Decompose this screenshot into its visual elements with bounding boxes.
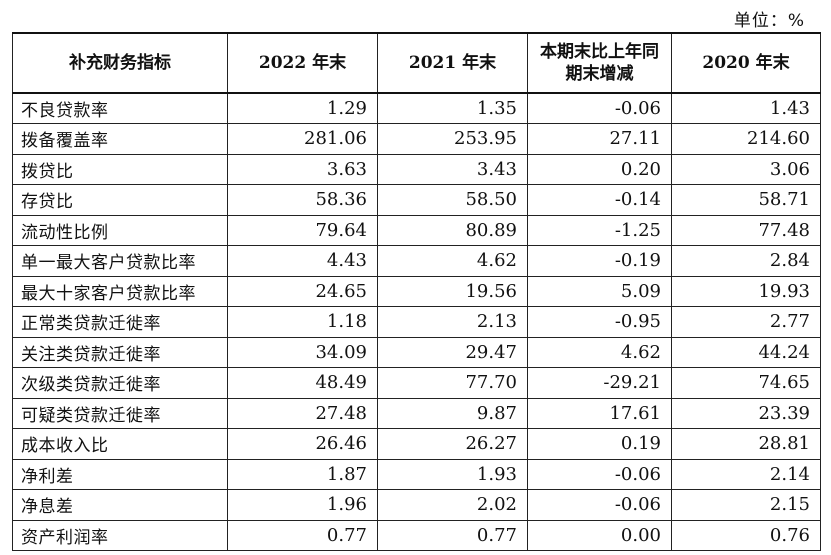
table-row: 不良贷款率 1.29 1.35 -0.06 1.43 [12,92,821,124]
cell-2020: 28.81 [671,428,821,460]
table-row: 最大十家客户贷款比率 24.65 19.56 5.09 19.93 [12,275,821,307]
table-row: 净利差 1.87 1.93 -0.06 2.14 [12,458,821,490]
table-row: 关注类贷款迁徙率 34.09 29.47 4.62 44.24 [12,336,821,368]
table-header-row: 补充财务指标 2022 年末 2021 年末 本期末比上年同期末增减 2020 … [12,32,821,94]
header-2021: 2021 年末 [377,32,528,94]
cell-change: -0.06 [527,458,672,490]
cell-2020: 2.77 [671,306,821,338]
table-row: 成本收入比 26.46 26.27 0.19 28.81 [12,428,821,460]
cell-change: -0.06 [527,92,672,124]
cell-2021: 29.47 [377,336,528,368]
table-row: 次级类贷款迁徙率 48.49 77.70 -29.21 74.65 [12,367,821,399]
cell-2020: 2.14 [671,458,821,490]
cell-2021: 19.56 [377,275,528,307]
row-label: 不良贷款率 [12,92,228,124]
cell-2021: 4.62 [377,245,528,277]
cell-change: -0.19 [527,245,672,277]
row-label: 次级类贷款迁徙率 [12,367,228,399]
cell-change: -1.25 [527,214,672,246]
cell-2020: 44.24 [671,336,821,368]
cell-2021: 2.13 [377,306,528,338]
cell-change: -0.95 [527,306,672,338]
cell-2022: 4.43 [227,245,378,277]
header-change: 本期末比上年同期末增减 [527,32,672,94]
cell-2022: 1.18 [227,306,378,338]
row-label: 净息差 [12,489,228,521]
cell-2020: 2.15 [671,489,821,521]
cell-2020: 3.06 [671,153,821,185]
financial-indicators-table: 补充财务指标 2022 年末 2021 年末 本期末比上年同期末增减 2020 … [12,32,821,551]
cell-2021: 77.70 [377,367,528,399]
cell-change: 17.61 [527,397,672,429]
table-body: 不良贷款率 1.29 1.35 -0.06 1.43 拨备覆盖率 281.06 253.95 2… [12,92,821,551]
table-row: 资产利润率 0.77 0.77 0.00 0.76 [12,519,821,551]
cell-2021: 3.43 [377,153,528,185]
cell-2020: 0.76 [671,519,821,551]
cell-2022: 79.64 [227,214,378,246]
cell-change: 0.00 [527,519,672,551]
table-row: 可疑类贷款迁徙率 27.48 9.87 17.61 23.39 [12,397,821,429]
cell-2021: 1.93 [377,458,528,490]
cell-2022: 34.09 [227,336,378,368]
cell-2021: 253.95 [377,123,528,155]
cell-2020: 19.93 [671,275,821,307]
header-2020: 2020 年末 [671,32,821,94]
cell-change: 5.09 [527,275,672,307]
cell-2021: 2.02 [377,489,528,521]
row-label: 可疑类贷款迁徙率 [12,397,228,429]
row-label: 成本收入比 [12,428,228,460]
cell-2022: 48.49 [227,367,378,399]
cell-change: -29.21 [527,367,672,399]
cell-2022: 3.63 [227,153,378,185]
header-2022: 2022 年末 [227,32,378,94]
cell-2020: 58.71 [671,184,821,216]
row-label: 正常类贷款迁徙率 [12,306,228,338]
row-label: 存贷比 [12,184,228,216]
cell-2022: 1.29 [227,92,378,124]
cell-2020: 74.65 [671,367,821,399]
cell-2022: 58.36 [227,184,378,216]
cell-2022: 281.06 [227,123,378,155]
cell-change: -0.14 [527,184,672,216]
cell-change: 0.20 [527,153,672,185]
cell-2021: 58.50 [377,184,528,216]
header-indicator: 补充财务指标 [12,32,228,94]
unit-label: 单位：% [733,11,805,31]
row-label: 拨贷比 [12,153,228,185]
cell-2021: 1.35 [377,92,528,124]
table-row: 拨备覆盖率 281.06 253.95 27.11 214.60 [12,123,821,155]
table-row: 存贷比 58.36 58.50 -0.14 58.71 [12,184,821,216]
cell-2020: 2.84 [671,245,821,277]
cell-2022: 26.46 [227,428,378,460]
table-row: 流动性比例 79.64 80.89 -1.25 77.48 [12,214,821,246]
row-label: 流动性比例 [12,214,228,246]
cell-2022: 1.87 [227,458,378,490]
row-label: 拨备覆盖率 [12,123,228,155]
table-row: 净息差 1.96 2.02 -0.06 2.15 [12,489,821,521]
cell-2021: 26.27 [377,428,528,460]
row-label: 最大十家客户贷款比率 [12,275,228,307]
table-row: 拨贷比 3.63 3.43 0.20 3.06 [12,153,821,185]
cell-change: 0.19 [527,428,672,460]
cell-2020: 214.60 [671,123,821,155]
cell-change: -0.06 [527,489,672,521]
row-label: 单一最大客户贷款比率 [12,245,228,277]
row-label: 资产利润率 [12,519,228,551]
cell-change: 27.11 [527,123,672,155]
cell-change: 4.62 [527,336,672,368]
table-row: 正常类贷款迁徙率 1.18 2.13 -0.95 2.77 [12,306,821,338]
cell-2022: 1.96 [227,489,378,521]
cell-2022: 24.65 [227,275,378,307]
table-row: 单一最大客户贷款比率 4.43 4.62 -0.19 2.84 [12,245,821,277]
cell-2020: 1.43 [671,92,821,124]
row-label: 关注类贷款迁徙率 [12,336,228,368]
cell-2022: 0.77 [227,519,378,551]
cell-2022: 27.48 [227,397,378,429]
cell-2021: 80.89 [377,214,528,246]
cell-2020: 77.48 [671,214,821,246]
cell-2021: 9.87 [377,397,528,429]
cell-2020: 23.39 [671,397,821,429]
cell-2021: 0.77 [377,519,528,551]
row-label: 净利差 [12,458,228,490]
